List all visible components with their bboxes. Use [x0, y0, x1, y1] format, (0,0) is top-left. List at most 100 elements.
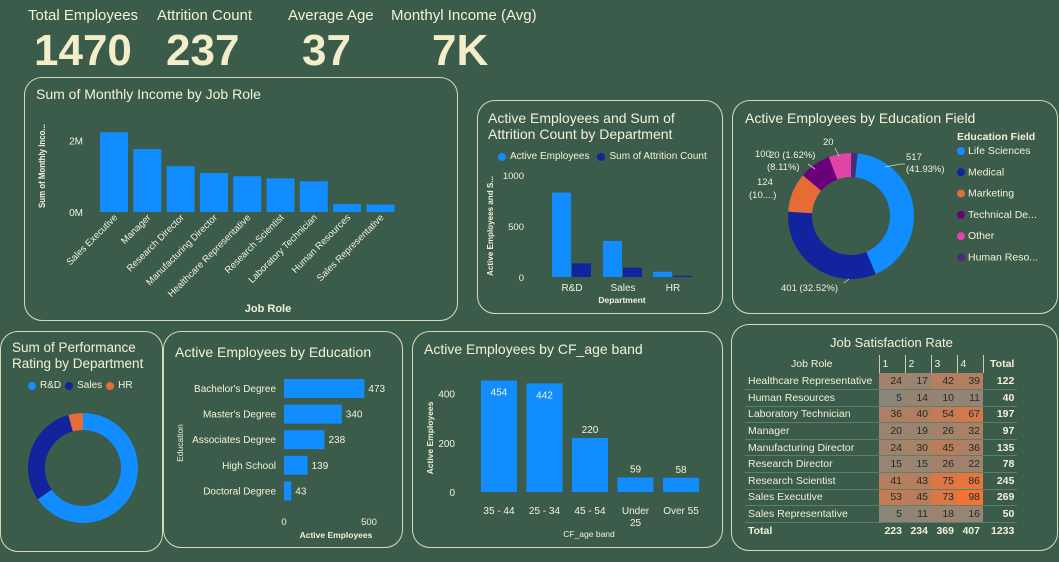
total-cell: 234 — [905, 521, 931, 539]
y-tick-associates-degree: Associates Degree — [192, 435, 276, 446]
kpi-total-employees-label: Total Employees — [28, 7, 139, 24]
cell-value: 40 — [905, 406, 931, 424]
data-label-master-s-degree: 340 — [346, 410, 363, 421]
bar-35-44 — [481, 380, 517, 492]
legend-active-employees-swatch — [498, 152, 506, 161]
total-cell: 407 — [957, 521, 983, 539]
header-3[interactable]: 3 — [930, 355, 957, 373]
cell-value: 86 — [957, 472, 983, 490]
data-label-associates-degree: 238 — [328, 435, 345, 446]
department-card[interactable]: Active Employees and Sum of Attrition Co… — [477, 100, 723, 314]
x-tick-sales-executive: Sales Executive — [65, 212, 121, 268]
row-total: 269 — [983, 489, 1018, 507]
label-technical-value: 100 — [755, 149, 771, 160]
slice-technical-degree — [802, 157, 838, 191]
x-axis-title: Job Role — [245, 303, 291, 315]
cell-value: 24 — [879, 373, 905, 391]
kpi-average-age-value: 37 — [302, 26, 351, 75]
x-tick-under-25-line2: 25 — [630, 518, 642, 529]
kpi-average-age-label: Average Age — [288, 7, 374, 24]
label-life-sciences-value: 517 — [906, 152, 922, 163]
legend-swatch-human-reso — [957, 253, 965, 262]
bar-laboratory-technician — [299, 181, 328, 212]
table-row: Sales Representative 5 11 18 16 50 — [745, 505, 1018, 523]
table-row: Human Resources 5 14 10 11 40 — [745, 389, 1018, 407]
age-band-card[interactable]: Active Employees by CF_age band 400 200 0 A… — [412, 331, 723, 548]
x-tick-manager: Manager — [119, 212, 153, 246]
data-label-25-34: 442 — [536, 390, 553, 401]
slice-marketing — [788, 175, 822, 214]
header-2[interactable]: 2 — [904, 355, 931, 373]
leader-human-resources — [834, 147, 840, 157]
x-axis-title: Department — [598, 295, 645, 305]
y-tick-1000: 1000 — [503, 171, 524, 182]
y-tick-doctoral-degree: Doctoral Degree — [203, 486, 276, 497]
cell-value: 22 — [957, 455, 983, 474]
performance-card[interactable]: Sum of Performance Rating by Department … — [0, 331, 163, 552]
row-role: Human Resources — [745, 389, 879, 407]
job-satisfaction-title: Job Satisfaction Rate — [830, 335, 953, 350]
job-satisfaction-card[interactable]: Job Satisfaction Rate Job Role 1 2 3 4 T… — [731, 324, 1058, 551]
bar-under-25 — [617, 477, 654, 492]
leader-life-sciences — [884, 163, 905, 168]
slice-sales — [27, 414, 73, 500]
label-marketing-pct: (10....) — [749, 190, 776, 201]
x-tick-sales-representative: Sales Representative — [315, 212, 387, 284]
header-4[interactable]: 4 — [956, 355, 983, 373]
bar-associates-degree — [284, 430, 325, 450]
bar-research-scientist — [266, 178, 295, 212]
legend-swatch-technical-de — [957, 210, 965, 219]
cell-value: 54 — [931, 406, 957, 424]
row-total: 135 — [983, 439, 1018, 457]
cell-value: 53 — [879, 489, 905, 507]
cell-value: 67 — [957, 406, 983, 424]
x-tick-45-54: 45 - 54 — [574, 506, 606, 517]
x-tick-r-d: R&D — [561, 283, 582, 294]
performance-title-line1: Sum of Performance — [12, 340, 136, 355]
header-total[interactable]: Total — [982, 355, 1018, 373]
legend-swatch-life-sciences — [957, 147, 965, 155]
performance-title-line2: Rating by Department — [12, 356, 144, 371]
cell-value: 14 — [905, 389, 931, 407]
bar-high-school — [284, 455, 308, 475]
cell-value: 36 — [879, 406, 905, 424]
kpi-total-employees-value: 1470 — [34, 26, 132, 75]
kpi-attrition-label: Attrition Count — [157, 7, 253, 24]
bar-r-d-sum-of-attrition-count — [572, 263, 591, 277]
legend-sales-swatch — [65, 381, 74, 390]
y-axis-title: Active Employees and S... — [485, 176, 495, 276]
bar-25-34 — [526, 383, 563, 492]
legend-label-medical: Medical — [968, 166, 1004, 178]
y-axis-title: Sum of Monthly Inco... — [37, 124, 47, 208]
education-field-card[interactable]: Active Employees by Education Field 517(… — [732, 100, 1058, 314]
slice-medical — [788, 211, 876, 279]
cell-value: 43 — [905, 472, 931, 490]
data-label-bachelor-s-degree: 473 — [368, 384, 385, 395]
education-title: Active Employees by Education — [175, 344, 372, 360]
leader-technical — [807, 163, 816, 170]
bar-sales-sum-of-attrition-count — [623, 267, 642, 277]
label-human-resources: 20 — [823, 137, 834, 148]
y-tick-2m: 2M — [69, 136, 83, 147]
slice-life-sciences — [855, 153, 914, 274]
x-tick-over-55: Over 55 — [663, 506, 699, 517]
header-1[interactable]: 1 — [878, 355, 905, 373]
cell-value: 26 — [931, 455, 957, 474]
income-by-role-card[interactable]: Sum of Monthly Income by Job Role 2M 0M Su… — [24, 77, 458, 321]
table-row: Research Scientist 41 43 75 86 245 — [745, 472, 1018, 490]
x-tick-research-director: Research Director — [125, 212, 187, 274]
row-total: 40 — [983, 389, 1018, 407]
education-card[interactable]: Active Employees by Education Bachelor's… — [163, 331, 403, 548]
y-tick-bachelor-s-degree: Bachelor's Degree — [194, 384, 276, 395]
row-role: Manufacturing Director — [745, 439, 879, 457]
table-row: Sales Executive 53 45 73 98 269 — [745, 489, 1018, 507]
legend-title: Education Field — [957, 131, 1035, 143]
data-label-35-44: 454 — [491, 387, 508, 398]
cell-value: 36 — [957, 439, 983, 457]
row-total: 245 — [983, 472, 1018, 490]
label-life-sciences-pct: (41.93%) — [906, 164, 945, 175]
table-row: Laboratory Technician 36 40 54 67 197 — [745, 406, 1018, 424]
header-job-role[interactable]: Job Role — [791, 358, 833, 370]
total-cell: 223 — [879, 521, 905, 539]
bar-research-director — [166, 166, 195, 212]
